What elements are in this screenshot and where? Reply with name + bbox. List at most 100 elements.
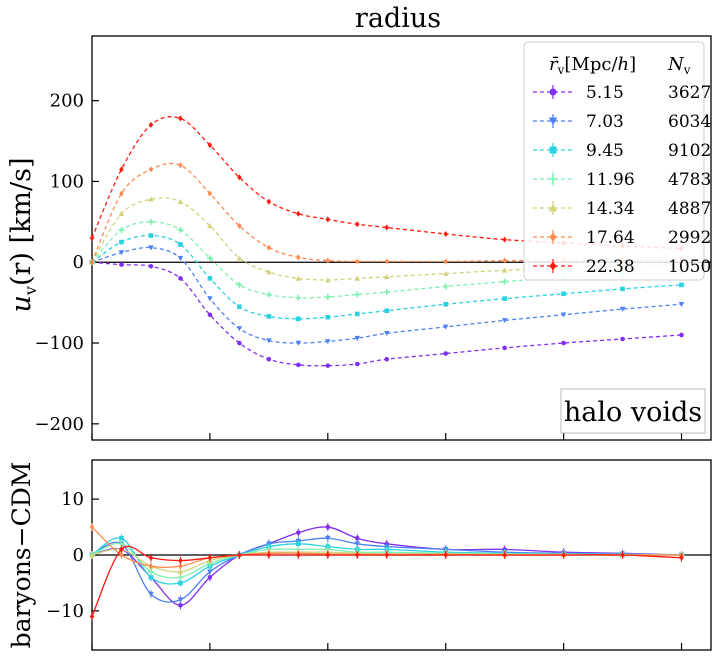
top-series-7.03: [89, 245, 685, 346]
top-data-point: [237, 174, 242, 181]
top-data-point: [325, 216, 331, 223]
top-data-point: [148, 166, 154, 173]
bottom-data-point: [354, 535, 360, 541]
top-ytick-label: 100: [50, 171, 84, 192]
top-data-point: [502, 236, 507, 243]
top-data-point: [679, 282, 684, 288]
annotation-box: [560, 388, 706, 434]
top-data-point: [619, 306, 626, 312]
legend-radius-value: 14.34: [586, 199, 635, 219]
legend: r̄v[Mpc/h] Nv 5.15 3627 7.03 6034 9.45 9102 11…: [523, 41, 711, 281]
top-data-point: [207, 296, 213, 302]
top-data-point: [296, 254, 301, 261]
top-data-point: [502, 296, 507, 301]
top-data-point: [502, 257, 507, 264]
legend-marker: [549, 261, 557, 271]
top-data-point: [118, 226, 125, 233]
bottom-data-point: [177, 569, 184, 575]
legend-marker: [548, 203, 558, 212]
bottom-data-point: [119, 546, 124, 553]
top-data-point: [207, 312, 213, 318]
bottom-data-point: [148, 554, 154, 561]
bottom-data-point: [266, 552, 272, 558]
top-data-point: [178, 115, 183, 122]
top-data-point: [443, 351, 449, 356]
top-series-line: [91, 246, 682, 344]
top-data-point: [354, 275, 361, 281]
top-data-point: [236, 255, 243, 261]
legend-header-nv: Nv: [667, 54, 691, 77]
legend-row-14.34: 14.34 4887: [533, 199, 711, 219]
top-y-axis-label: uv(r) [km/s]: [6, 158, 40, 313]
bottom-data-point: [384, 552, 390, 558]
bottom-data-point: [207, 554, 213, 561]
top-data-point: [207, 142, 213, 149]
top-data-point: [177, 198, 184, 204]
bottom-data-point: [89, 552, 95, 558]
top-data-point: [119, 190, 124, 197]
top-data-point: [266, 269, 272, 275]
bottom-data-point: [89, 613, 95, 620]
legend-marker: [549, 146, 557, 154]
top-data-point: [442, 270, 449, 276]
top-data-point: [384, 224, 390, 231]
legend-row-22.38: 22.38 1050: [533, 257, 711, 277]
legend-marker: [549, 88, 557, 96]
top-data-point: [620, 286, 625, 292]
top-data-point: [384, 258, 390, 265]
legend-marker: [548, 174, 558, 184]
top-data-point: [119, 262, 124, 267]
top-data-point: [325, 339, 331, 345]
top-data-point: [177, 255, 184, 261]
bottom-data-point: [178, 602, 183, 608]
top-data-point: [89, 259, 95, 266]
top-data-point: [560, 312, 567, 318]
top-data-point: [501, 278, 508, 285]
bottom-y-axis: −10 0 10: [46, 489, 99, 622]
bottom-data-point: [325, 552, 331, 558]
top-data-point: [206, 255, 213, 262]
top-x-axis: [91, 433, 683, 440]
top-ytick-label: −200: [35, 414, 84, 435]
top-panel: −200 −100 0 100 200 uv(r) [km/s] r̄v[Mpc/h] …: [6, 35, 712, 441]
bottom-data-point: [354, 552, 360, 558]
top-series-line: [91, 116, 682, 250]
top-data-point: [324, 293, 331, 300]
top-data-point: [295, 275, 302, 281]
top-data-point: [354, 361, 360, 367]
top-data-point: [148, 245, 154, 251]
bottom-data-point: [207, 575, 213, 580]
bottom-ytick-label: 0: [73, 545, 84, 566]
legend-radius-value: 17.64: [586, 228, 635, 248]
top-data-point: [207, 223, 213, 229]
top-data-point: [501, 318, 508, 324]
legend-marker: [548, 117, 558, 126]
top-series-22.38: [89, 115, 684, 252]
bottom-data-point: [148, 591, 154, 597]
top-y-axis: −200 −100 0 100 200: [35, 91, 99, 435]
legend-count-value: 3627: [668, 83, 711, 103]
top-data-point: [678, 301, 685, 308]
legend-row-11.96: 11.96 4783: [533, 170, 711, 190]
top-data-point: [178, 162, 183, 169]
top-data-point: [296, 362, 301, 368]
top-data-point: [354, 291, 361, 298]
top-data-point: [148, 196, 154, 202]
bottom-series-group: [89, 523, 685, 621]
top-data-point: [266, 314, 272, 319]
bottom-data-point: [325, 524, 331, 530]
bottom-data-point: [207, 569, 213, 575]
top-data-point: [384, 356, 390, 362]
legend-count-value: 4887: [668, 199, 711, 219]
bottom-data-point: [237, 552, 242, 558]
top-data-point: [119, 166, 124, 173]
top-data-point: [118, 211, 125, 217]
top-data-point: [325, 257, 331, 264]
bottom-data-point: [119, 535, 124, 541]
top-data-point: [237, 304, 242, 309]
top-series-line: [91, 234, 682, 320]
top-data-point: [679, 332, 684, 338]
bottom-data-point: [325, 535, 331, 541]
top-data-point: [443, 301, 449, 307]
